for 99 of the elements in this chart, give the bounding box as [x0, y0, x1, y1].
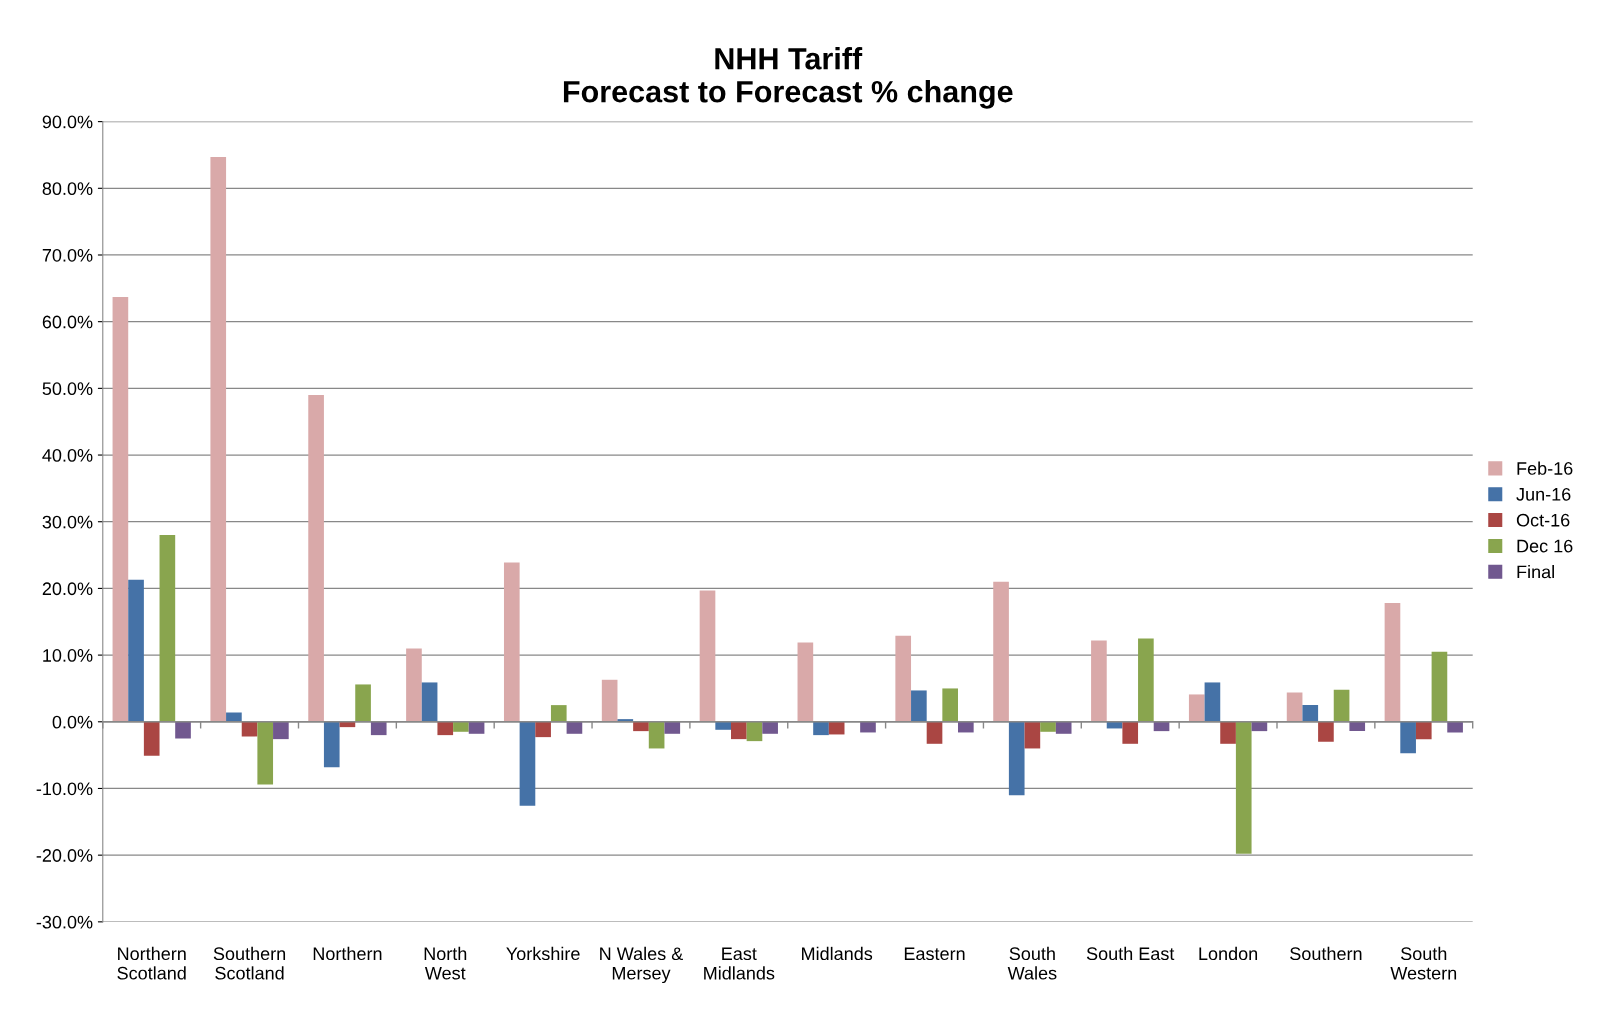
bar	[159, 535, 176, 722]
bar	[1318, 721, 1334, 742]
bar	[323, 721, 340, 768]
bar	[715, 721, 731, 730]
bar	[1138, 638, 1154, 722]
bar	[797, 642, 814, 722]
x-tick-label: Eastern	[904, 947, 965, 961]
y-tick-label: 30.0%	[42, 515, 93, 529]
y-tick-label: 80.0%	[42, 182, 93, 196]
bar	[355, 684, 371, 722]
y-tick-label: 40.0%	[42, 448, 93, 462]
legend-label: Jun-16	[1516, 487, 1571, 501]
x-tick-label: South Western	[1390, 946, 1457, 980]
x-tick-label: South Wales	[1007, 946, 1057, 980]
bar	[699, 590, 716, 722]
bar	[1188, 694, 1205, 722]
bar	[942, 688, 958, 722]
bar	[648, 721, 665, 749]
x-tick-label: Southern Scotland	[213, 946, 286, 980]
x-tick-label: Yorkshire	[506, 946, 580, 961]
x-tick-label: N Wales & Mersey	[600, 946, 683, 984]
bar	[210, 156, 227, 722]
bar	[226, 712, 242, 722]
bar	[746, 721, 763, 742]
bar	[503, 562, 520, 722]
bar	[468, 721, 485, 734]
x-tick-label: Northern Scotland	[117, 946, 186, 980]
legend-label: Oct-16	[1516, 513, 1570, 527]
y-tick-label: 50.0%	[42, 382, 93, 396]
bar	[1055, 721, 1072, 734]
y-tick-label: 70.0%	[42, 248, 93, 262]
bar	[1302, 705, 1319, 722]
y-tick-label: -30.0%	[36, 915, 93, 929]
bar	[1400, 721, 1416, 754]
y-tick-label: 90.0%	[42, 115, 93, 129]
bar	[1251, 721, 1268, 732]
bar	[1153, 721, 1170, 732]
bar	[175, 721, 191, 739]
bar	[730, 721, 747, 740]
bar	[958, 721, 974, 733]
bar	[128, 579, 144, 722]
bar	[1008, 721, 1025, 796]
bar	[813, 721, 829, 736]
y-tick-label: 60.0%	[42, 315, 93, 329]
bar	[895, 635, 912, 722]
chart-title: NHH Tariff Forecast to Forecast % change	[563, 47, 1013, 109]
x-tick-label: Northern	[313, 946, 382, 961]
bar	[762, 721, 778, 734]
x-tick-label: South East	[1086, 946, 1175, 961]
y-tick-label: 20.0%	[42, 582, 93, 596]
bar	[1220, 721, 1236, 744]
bar	[143, 721, 160, 756]
bar	[601, 679, 618, 722]
x-tick-label: North West	[424, 946, 467, 980]
bar	[993, 581, 1009, 722]
bar	[1286, 692, 1303, 722]
bar	[273, 721, 289, 740]
legend-label: Final	[1517, 565, 1554, 579]
bar	[112, 297, 129, 722]
bar	[1122, 721, 1139, 744]
bar	[519, 721, 536, 806]
bar	[437, 721, 454, 736]
legend-label: Feb-16	[1517, 461, 1573, 475]
bar	[1333, 689, 1350, 722]
bar	[566, 721, 583, 734]
bar	[241, 721, 258, 737]
bar	[370, 721, 387, 736]
y-tick-label: 0.0%	[52, 715, 93, 729]
bar	[421, 682, 438, 722]
bar	[1349, 721, 1366, 732]
bar	[550, 705, 567, 722]
bar	[1415, 721, 1432, 740]
bar	[1431, 651, 1448, 722]
bar	[1384, 603, 1401, 722]
bar	[1040, 721, 1056, 732]
bar	[308, 395, 324, 722]
bar	[860, 721, 876, 733]
bar	[453, 721, 469, 732]
bar	[1204, 682, 1221, 722]
y-tick-label: -20.0%	[36, 849, 93, 862]
y-tick-label: -10.0%	[36, 782, 93, 796]
bar	[257, 721, 274, 785]
bar	[406, 648, 422, 722]
x-tick-label: Southern	[1290, 946, 1362, 961]
bar	[1091, 640, 1107, 722]
bar	[633, 721, 649, 732]
x-tick-label: East Midlands	[704, 947, 775, 980]
bar	[911, 690, 927, 722]
y-tick-label: 10.0%	[43, 649, 93, 662]
bar	[926, 721, 943, 744]
bar	[535, 721, 551, 738]
bar	[664, 721, 681, 734]
bar	[1024, 721, 1041, 749]
bar	[828, 721, 845, 735]
legend-label: Dec 16	[1517, 539, 1573, 553]
x-tick-label: London	[1199, 946, 1258, 961]
x-tick-label: Midlands	[802, 946, 873, 961]
bar	[1447, 721, 1463, 733]
bar	[1235, 721, 1252, 854]
